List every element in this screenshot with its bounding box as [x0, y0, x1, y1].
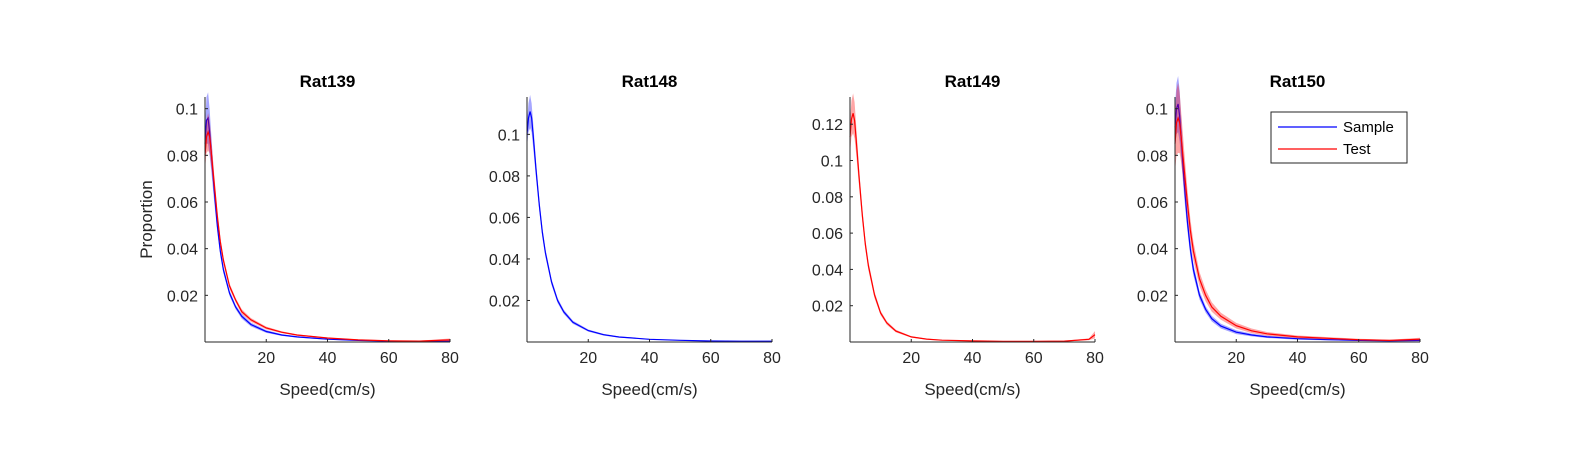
x-tick-label: 80 — [1086, 350, 1104, 367]
y-tick-label: 0.04 — [1137, 242, 1168, 259]
legend-box — [1270, 111, 1408, 164]
x-tick-label: 40 — [964, 350, 982, 367]
x-axis-label: Speed(cm/s) — [279, 380, 375, 399]
series-line-test — [1174, 116, 1421, 342]
x-tick-label: 40 — [1289, 350, 1307, 367]
x-tick-label: 60 — [1350, 350, 1368, 367]
panel-1: 20 40 60 80 0.02 0.04 0.06 0.08 0.1 Rat139 Speed(c… — [137, 72, 459, 399]
y-tick-label: 0.1 — [176, 102, 198, 119]
y-tick-label: 0.08 — [812, 190, 843, 207]
y-axis-label: Proportion — [137, 180, 156, 258]
y-tick-label: 0.02 — [812, 299, 843, 316]
x-tick-label: 80 — [1411, 350, 1429, 367]
panel-2: 20 40 60 80 0.02 0.04 0.06 0.08 0.1 Rat148 Speed(c… — [489, 72, 781, 399]
x-axis-label: Speed(cm/s) — [1249, 380, 1345, 399]
x-tick-label: 20 — [1227, 350, 1245, 367]
x-tick-label: 20 — [257, 350, 275, 367]
y-tick-label: 0.1 — [821, 154, 843, 171]
y-tick-label: 0.06 — [489, 210, 520, 227]
chart-title: Rat148 — [622, 72, 678, 91]
x-axis-label: Speed(cm/s) — [924, 380, 1020, 399]
chart-title: Rat150 — [1270, 72, 1326, 91]
y-tick-label: 0.08 — [167, 148, 198, 165]
y-tick-label: 0.1 — [498, 127, 520, 144]
chart-title: Rat149 — [945, 72, 1001, 91]
series-line-test — [849, 113, 1096, 342]
y-tick-label: 0.02 — [167, 288, 198, 305]
x-tick-label: 80 — [441, 350, 459, 367]
panel-3: 20 40 60 80 0.02 0.04 0.06 0.08 0.1 0.12 Rat149 Spe… — [812, 72, 1104, 399]
y-tick-label: 0.04 — [812, 262, 843, 279]
x-tick-label: 60 — [380, 350, 398, 367]
y-tick-label: 0.06 — [1137, 195, 1168, 212]
x-tick-label: 80 — [763, 350, 781, 367]
x-tick-label: 20 — [579, 350, 597, 367]
y-tick-label: 0.04 — [167, 242, 198, 259]
y-tick-label: 0.06 — [812, 226, 843, 243]
legend-label-sample: Sample — [1343, 119, 1394, 136]
x-tick-label: 20 — [902, 350, 920, 367]
y-tick-label: 0.1 — [1146, 102, 1168, 119]
y-tick-label: 0.06 — [167, 195, 198, 212]
x-tick-label: 60 — [702, 350, 720, 367]
y-tick-label: 0.08 — [1137, 148, 1168, 165]
x-tick-label: 60 — [1025, 350, 1043, 367]
chart-title: Rat139 — [300, 72, 356, 91]
series-line-sample — [526, 111, 772, 342]
x-axis-label: Speed(cm/s) — [601, 380, 697, 399]
panel-4: 20 40 60 80 0.02 0.04 0.06 0.08 0.1 Rat150 Speed(c… — [1137, 72, 1429, 399]
y-tick-label: 0.02 — [1137, 288, 1168, 305]
y-tick-label: 0.02 — [489, 293, 520, 310]
series-line-test — [204, 130, 451, 342]
y-tick-label: 0.08 — [489, 169, 520, 186]
legend-label-test: Test — [1343, 141, 1371, 158]
legend: Sample Test — [1270, 111, 1408, 164]
y-tick-label: 0.04 — [489, 252, 520, 269]
y-tick-label: 0.12 — [812, 117, 843, 134]
x-tick-label: 40 — [641, 350, 659, 367]
x-tick-label: 40 — [319, 350, 337, 367]
